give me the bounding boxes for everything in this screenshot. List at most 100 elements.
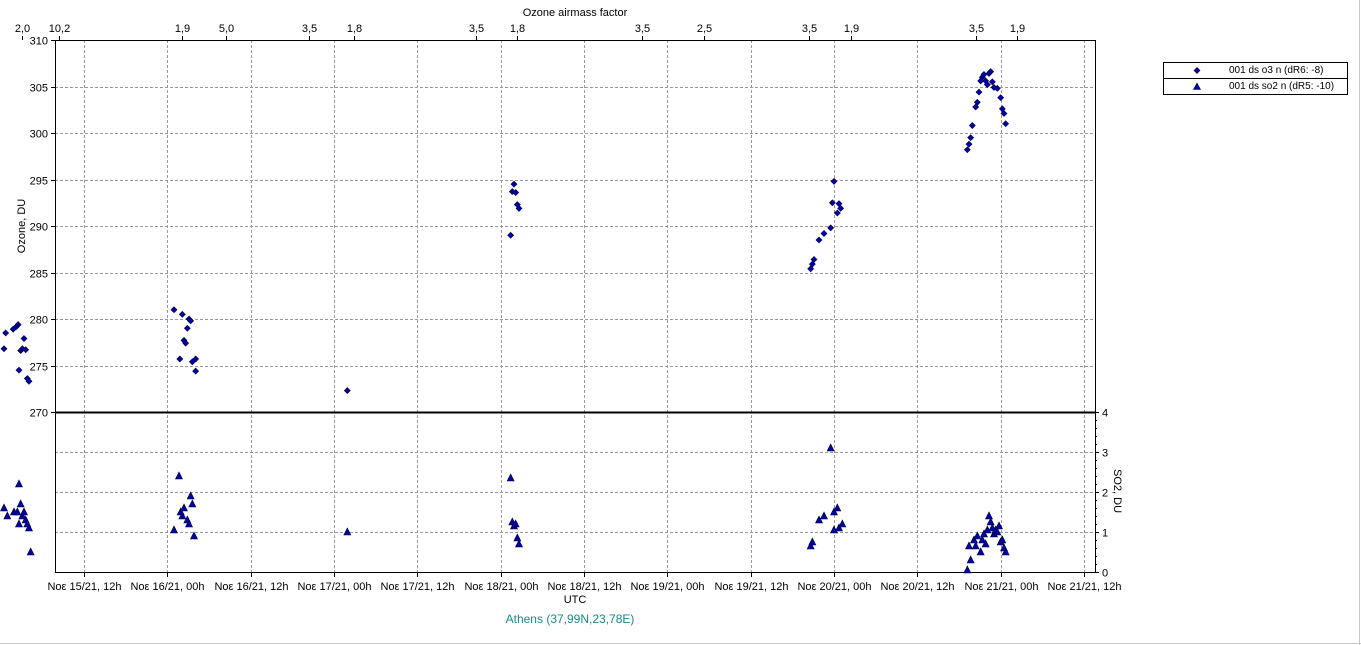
grid-lines	[55, 40, 1095, 572]
so2-point	[980, 529, 988, 538]
ozone-point	[820, 230, 828, 237]
ozone-point	[170, 306, 178, 314]
so2-point	[15, 519, 23, 528]
ozone-point	[176, 355, 184, 363]
ozone-point	[833, 209, 841, 217]
so2-point	[170, 525, 178, 534]
ozone-point	[828, 199, 836, 207]
y-tick-label-ozone: 310	[30, 36, 48, 48]
so2-point	[3, 511, 12, 520]
x-tick-label: Νοε 17/21, 12h	[380, 581, 454, 593]
y-tick-label-ozone: 290	[30, 222, 48, 234]
ozone-point	[837, 204, 845, 212]
y-tick-label-ozone: 295	[30, 176, 48, 188]
so2-point	[830, 507, 838, 516]
x-tick-label: Νοε 21/21, 00h	[964, 581, 1038, 593]
x-tick-label: Νοε 20/21, 12h	[880, 581, 954, 593]
x-tick-label: Νοε 21/21, 12h	[1047, 581, 1121, 593]
so2-point	[506, 473, 515, 482]
so2-point	[966, 555, 975, 564]
ozone-point	[22, 346, 30, 354]
top-tick-label: 3,5	[635, 23, 650, 35]
ozone-point	[830, 177, 838, 185]
so2-point	[185, 519, 193, 528]
plot-border	[55, 40, 1096, 573]
so2-point	[16, 499, 25, 508]
ozone-point	[973, 98, 981, 106]
ozone-point	[963, 146, 971, 154]
so2-point	[0, 503, 8, 512]
ozone-point	[515, 204, 523, 212]
so2-point	[513, 533, 522, 542]
y-tick-label-so2: 4	[1102, 408, 1108, 420]
so2-point	[998, 535, 1007, 544]
window-bottom-border	[0, 643, 1361, 644]
so2-point	[18, 511, 27, 520]
top-tick-label: 1,9	[175, 23, 190, 35]
y-tick-label-so2: 0	[1102, 568, 1108, 580]
y-tick-label-ozone: 280	[30, 315, 48, 327]
so2-point	[981, 539, 990, 548]
top-tick-label: 3,5	[302, 23, 317, 35]
x-axis-label: UTC	[564, 594, 587, 606]
so2-point	[20, 507, 28, 516]
top-tick-label: 3,5	[469, 23, 484, 35]
chart-title: Ozone airmass factor	[523, 7, 628, 19]
ozone-point	[815, 236, 823, 244]
x-tick-label: Νοε 19/21, 12h	[714, 581, 788, 593]
ozone-point	[968, 122, 976, 129]
legend-label-o3: 001 ds o3 n (dR6: -8)	[1229, 65, 1324, 76]
so2-point	[515, 539, 523, 548]
ozone-point	[987, 68, 995, 76]
ozone-point	[343, 387, 351, 395]
so2-point	[343, 527, 352, 536]
so2-point	[808, 537, 817, 546]
y-tick-label-so2: 2	[1102, 488, 1108, 500]
so2-point	[985, 511, 993, 520]
top-tick-label: 1,9	[1010, 23, 1025, 35]
axes: Νοε 15/21, 12h Νοε 16/21, 00h Νοε 16/21, 1…	[15, 23, 1122, 593]
x-tick-label: Νοε 20/21, 00h	[797, 581, 871, 593]
so2-point	[963, 565, 972, 574]
top-tick-label: 1,9	[844, 23, 859, 35]
location-label: Athens (37,99N,23,78E)	[506, 612, 635, 626]
ozone-point	[1000, 110, 1008, 117]
ozone-point	[512, 189, 520, 196]
so2-point	[815, 515, 823, 524]
top-tick-label: 10,2	[49, 23, 70, 35]
ozone-point	[14, 321, 22, 329]
ozone-point	[975, 88, 983, 96]
top-tick-label: 3,5	[802, 23, 817, 35]
plot-frame	[55, 40, 1096, 573]
top-tick-label: 5,0	[219, 23, 234, 35]
so2-point	[993, 527, 1002, 536]
x-tick-label: Νοε 15/21, 12h	[47, 581, 121, 593]
so2-point	[978, 535, 987, 544]
so2-point	[835, 523, 843, 532]
ozone-point	[1002, 120, 1010, 128]
ozone-point	[182, 339, 190, 347]
ozone-point	[997, 94, 1005, 102]
so2-point	[25, 523, 33, 532]
diamond-marker-icon	[1193, 67, 1201, 74]
ozone-point	[988, 78, 996, 86]
y-tick-label-ozone: 305	[30, 83, 48, 95]
x-tick-label: Νοε 16/21, 00h	[130, 581, 204, 593]
triangle-marker-icon	[1192, 82, 1202, 90]
ozone-point	[810, 256, 818, 263]
y-tick-label-ozone: 270	[30, 408, 48, 420]
ozone-point	[0, 345, 8, 353]
ozone-point	[187, 317, 195, 325]
ozone-point	[510, 180, 518, 188]
data-points	[0, 68, 1010, 574]
y-tick-label-ozone: 285	[30, 269, 48, 281]
top-tick-label: 1,8	[347, 23, 362, 35]
ozone-point	[192, 355, 200, 363]
so2-point	[511, 519, 520, 528]
ozone-point	[827, 224, 835, 232]
so2-point	[995, 521, 1003, 530]
so2-point	[186, 491, 195, 500]
ozone-point	[965, 140, 973, 148]
so2-point	[986, 517, 995, 526]
